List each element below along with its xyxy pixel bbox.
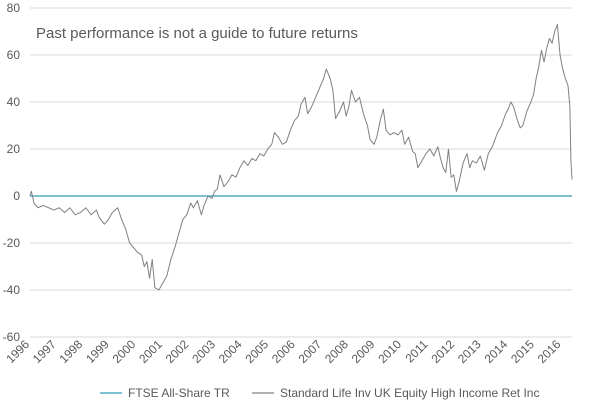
- y-tick-label: -20: [3, 236, 21, 250]
- x-tick-label: 2006: [269, 337, 298, 366]
- gridlines: [30, 7, 572, 338]
- x-axis: 1996199719981999200020012002200320042005…: [3, 337, 563, 366]
- y-tick-label: 20: [7, 142, 21, 156]
- y-tick-label: -40: [3, 283, 21, 297]
- y-tick-label: 80: [7, 1, 21, 15]
- x-tick-label: 2012: [428, 337, 457, 366]
- series-lines: [29, 23, 573, 291]
- y-tick-label: 0: [13, 189, 20, 203]
- x-tick-label: 2007: [296, 337, 325, 366]
- x-tick-label: 2013: [455, 337, 484, 366]
- legend-label: FTSE All-Share TR: [128, 386, 230, 400]
- chart-annotation: Past performance is not a guide to futur…: [36, 25, 358, 42]
- x-tick-label: 2003: [189, 337, 218, 366]
- x-tick-label: 2000: [110, 337, 139, 366]
- y-tick-label: -60: [3, 330, 21, 344]
- x-tick-label: 1998: [56, 337, 85, 366]
- y-tick-label: 60: [7, 48, 21, 62]
- x-tick-label: 2001: [136, 337, 165, 366]
- x-tick-label: 2009: [349, 337, 378, 366]
- legend: FTSE All-Share TR Standard Life Inv UK Eq…: [100, 386, 539, 400]
- x-tick-label: 2015: [508, 337, 537, 366]
- y-axis: 80 60 40 20 0 -20 -40 -60: [3, 1, 21, 344]
- x-tick-label: 2004: [216, 337, 245, 366]
- x-tick-label: 2010: [375, 337, 404, 366]
- x-tick-label: 1997: [30, 337, 59, 366]
- legend-label: Standard Life Inv UK Equity High Income …: [280, 386, 539, 400]
- x-tick-label: 2002: [163, 337, 192, 366]
- y-tick-label: 40: [7, 95, 21, 109]
- x-tick-label: 2011: [402, 337, 430, 365]
- series-line-standard-life-uk-equity-high-income: [29, 23, 573, 291]
- x-tick-label: 1999: [83, 337, 112, 366]
- x-tick-label: 2016: [535, 337, 564, 366]
- x-tick-label: 2014: [482, 337, 511, 366]
- x-tick-label: 2008: [322, 337, 351, 366]
- x-tick-label: 2005: [242, 337, 271, 366]
